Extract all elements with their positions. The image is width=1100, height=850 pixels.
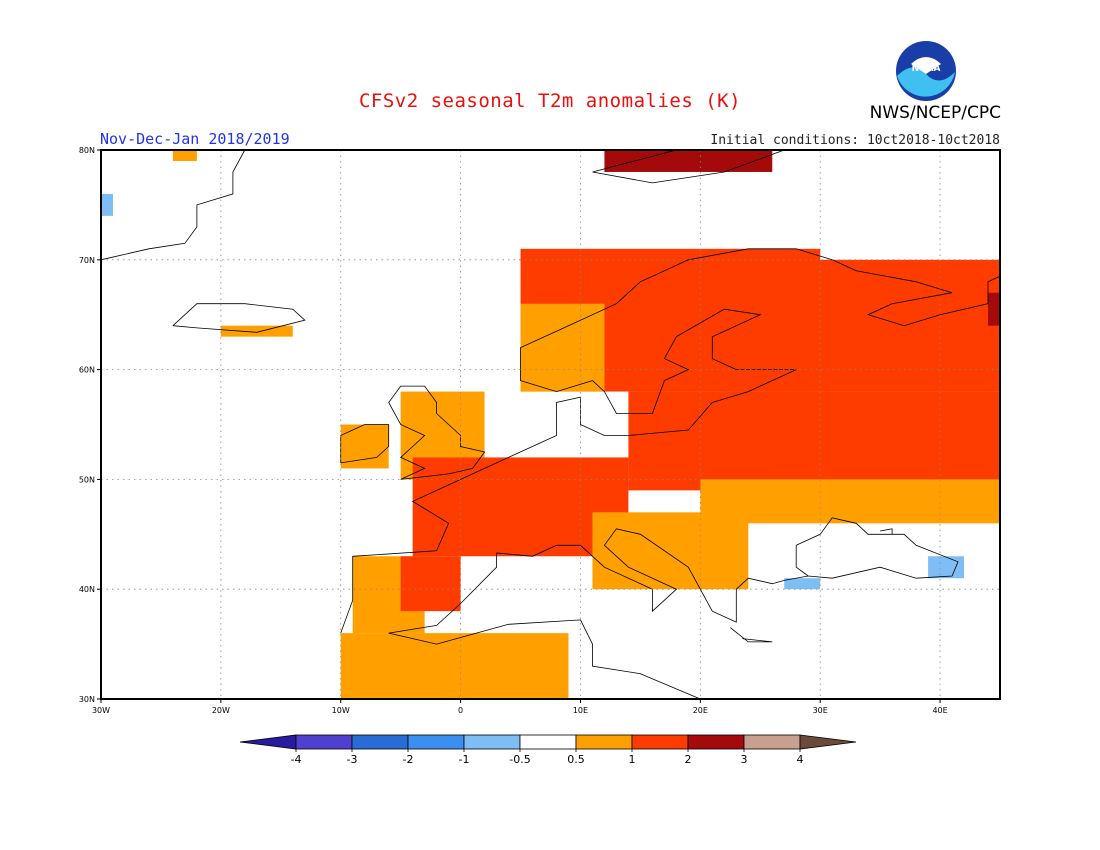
colorbar-label: -2 xyxy=(403,753,414,766)
lon-tick-label: 40E xyxy=(932,706,947,715)
colorbar-label: -1 xyxy=(459,753,470,766)
coastline xyxy=(388,385,486,480)
anomaly-region xyxy=(928,556,965,579)
coastline xyxy=(592,149,785,184)
lon-tick-label: 10W xyxy=(332,706,350,715)
map-frame xyxy=(100,149,1001,700)
anomaly-region xyxy=(400,556,461,612)
colorbar-label: -3 xyxy=(347,753,358,766)
coastline xyxy=(100,149,246,261)
lat-tick-label: 30N xyxy=(79,695,95,704)
lon-tick-label: 20W xyxy=(212,706,230,715)
anomaly-region xyxy=(340,633,569,699)
lon-tick-label: 30W xyxy=(92,706,110,715)
lat-tick-label: 60N xyxy=(79,366,95,375)
organization-label: NWS/NCEP/CPC xyxy=(869,103,1001,123)
coastline xyxy=(730,627,773,643)
anomaly-region xyxy=(700,479,1000,524)
coastline xyxy=(172,303,306,333)
lat-tick-label: 50N xyxy=(79,475,95,484)
colorbar-box xyxy=(631,734,689,750)
anomaly-region xyxy=(988,292,1000,326)
lat-tick-label: 70N xyxy=(79,256,95,265)
anomaly-region xyxy=(784,578,821,590)
coastline xyxy=(388,619,701,700)
colorbar-box xyxy=(687,734,745,750)
coastlines xyxy=(100,149,1001,700)
coastline xyxy=(880,528,893,535)
anomaly-region xyxy=(604,150,773,172)
colorbar-arrow-high xyxy=(799,734,857,750)
colorbar-label: 3 xyxy=(741,753,748,766)
anomaly-region xyxy=(628,391,1000,491)
lat-tick-label: 80N xyxy=(79,146,95,155)
lon-tick-label: 0 xyxy=(458,706,463,715)
colorbar-label: -4 xyxy=(291,753,302,766)
forecast-period: Nov-Dec-Jan 2018/2019 xyxy=(100,130,290,148)
colorbar-box xyxy=(463,734,521,750)
initial-conditions: Initial conditions: 10ct2018-10ct2018 xyxy=(710,133,1000,148)
map-title: CFSv2 seasonal T2m anomalies (K) xyxy=(358,90,742,112)
colorbar-box xyxy=(351,734,409,750)
lon-tick-label: 10E xyxy=(573,706,588,715)
anomaly-region xyxy=(592,512,749,590)
coastline xyxy=(340,424,390,464)
colorbar-box xyxy=(575,734,633,750)
noaa-logo-icon: NOAA xyxy=(896,41,956,101)
anomaly-region xyxy=(101,193,113,216)
lat-tick-label: 40N xyxy=(79,585,95,594)
colorbar-box xyxy=(743,734,801,750)
lon-tick-label: 30E xyxy=(813,706,828,715)
coastline xyxy=(340,248,1001,634)
colorbar-box xyxy=(407,734,465,750)
colorbar: -4 -3 -2 -1 -0.5 0.5 1 2 3 4 xyxy=(239,734,857,766)
gridlines xyxy=(101,150,1000,699)
colorbar-label: 0.5 xyxy=(567,753,585,766)
colorbar-arrow-low xyxy=(239,734,297,750)
logo-text: NOAA xyxy=(912,64,941,74)
colorbar-label: -0.5 xyxy=(509,753,530,766)
colorbar-label: 4 xyxy=(797,753,804,766)
anomaly-region xyxy=(172,150,197,161)
colorbar-box xyxy=(295,734,353,750)
coastline xyxy=(388,517,959,634)
colorbar-box xyxy=(519,734,577,750)
anomaly-fills xyxy=(101,150,1000,699)
anomaly-region xyxy=(520,303,605,392)
colorbar-label: 1 xyxy=(629,753,636,766)
lon-tick-label: 20E xyxy=(693,706,708,715)
colorbar-label: 2 xyxy=(685,753,692,766)
axis-ticks: 30W 20W 10W 0 10E 20E 30E 40E 30N 40N 50N 60N 70N 80N xyxy=(79,146,948,715)
anomaly-region xyxy=(220,325,293,337)
anomaly-region xyxy=(724,259,1000,392)
